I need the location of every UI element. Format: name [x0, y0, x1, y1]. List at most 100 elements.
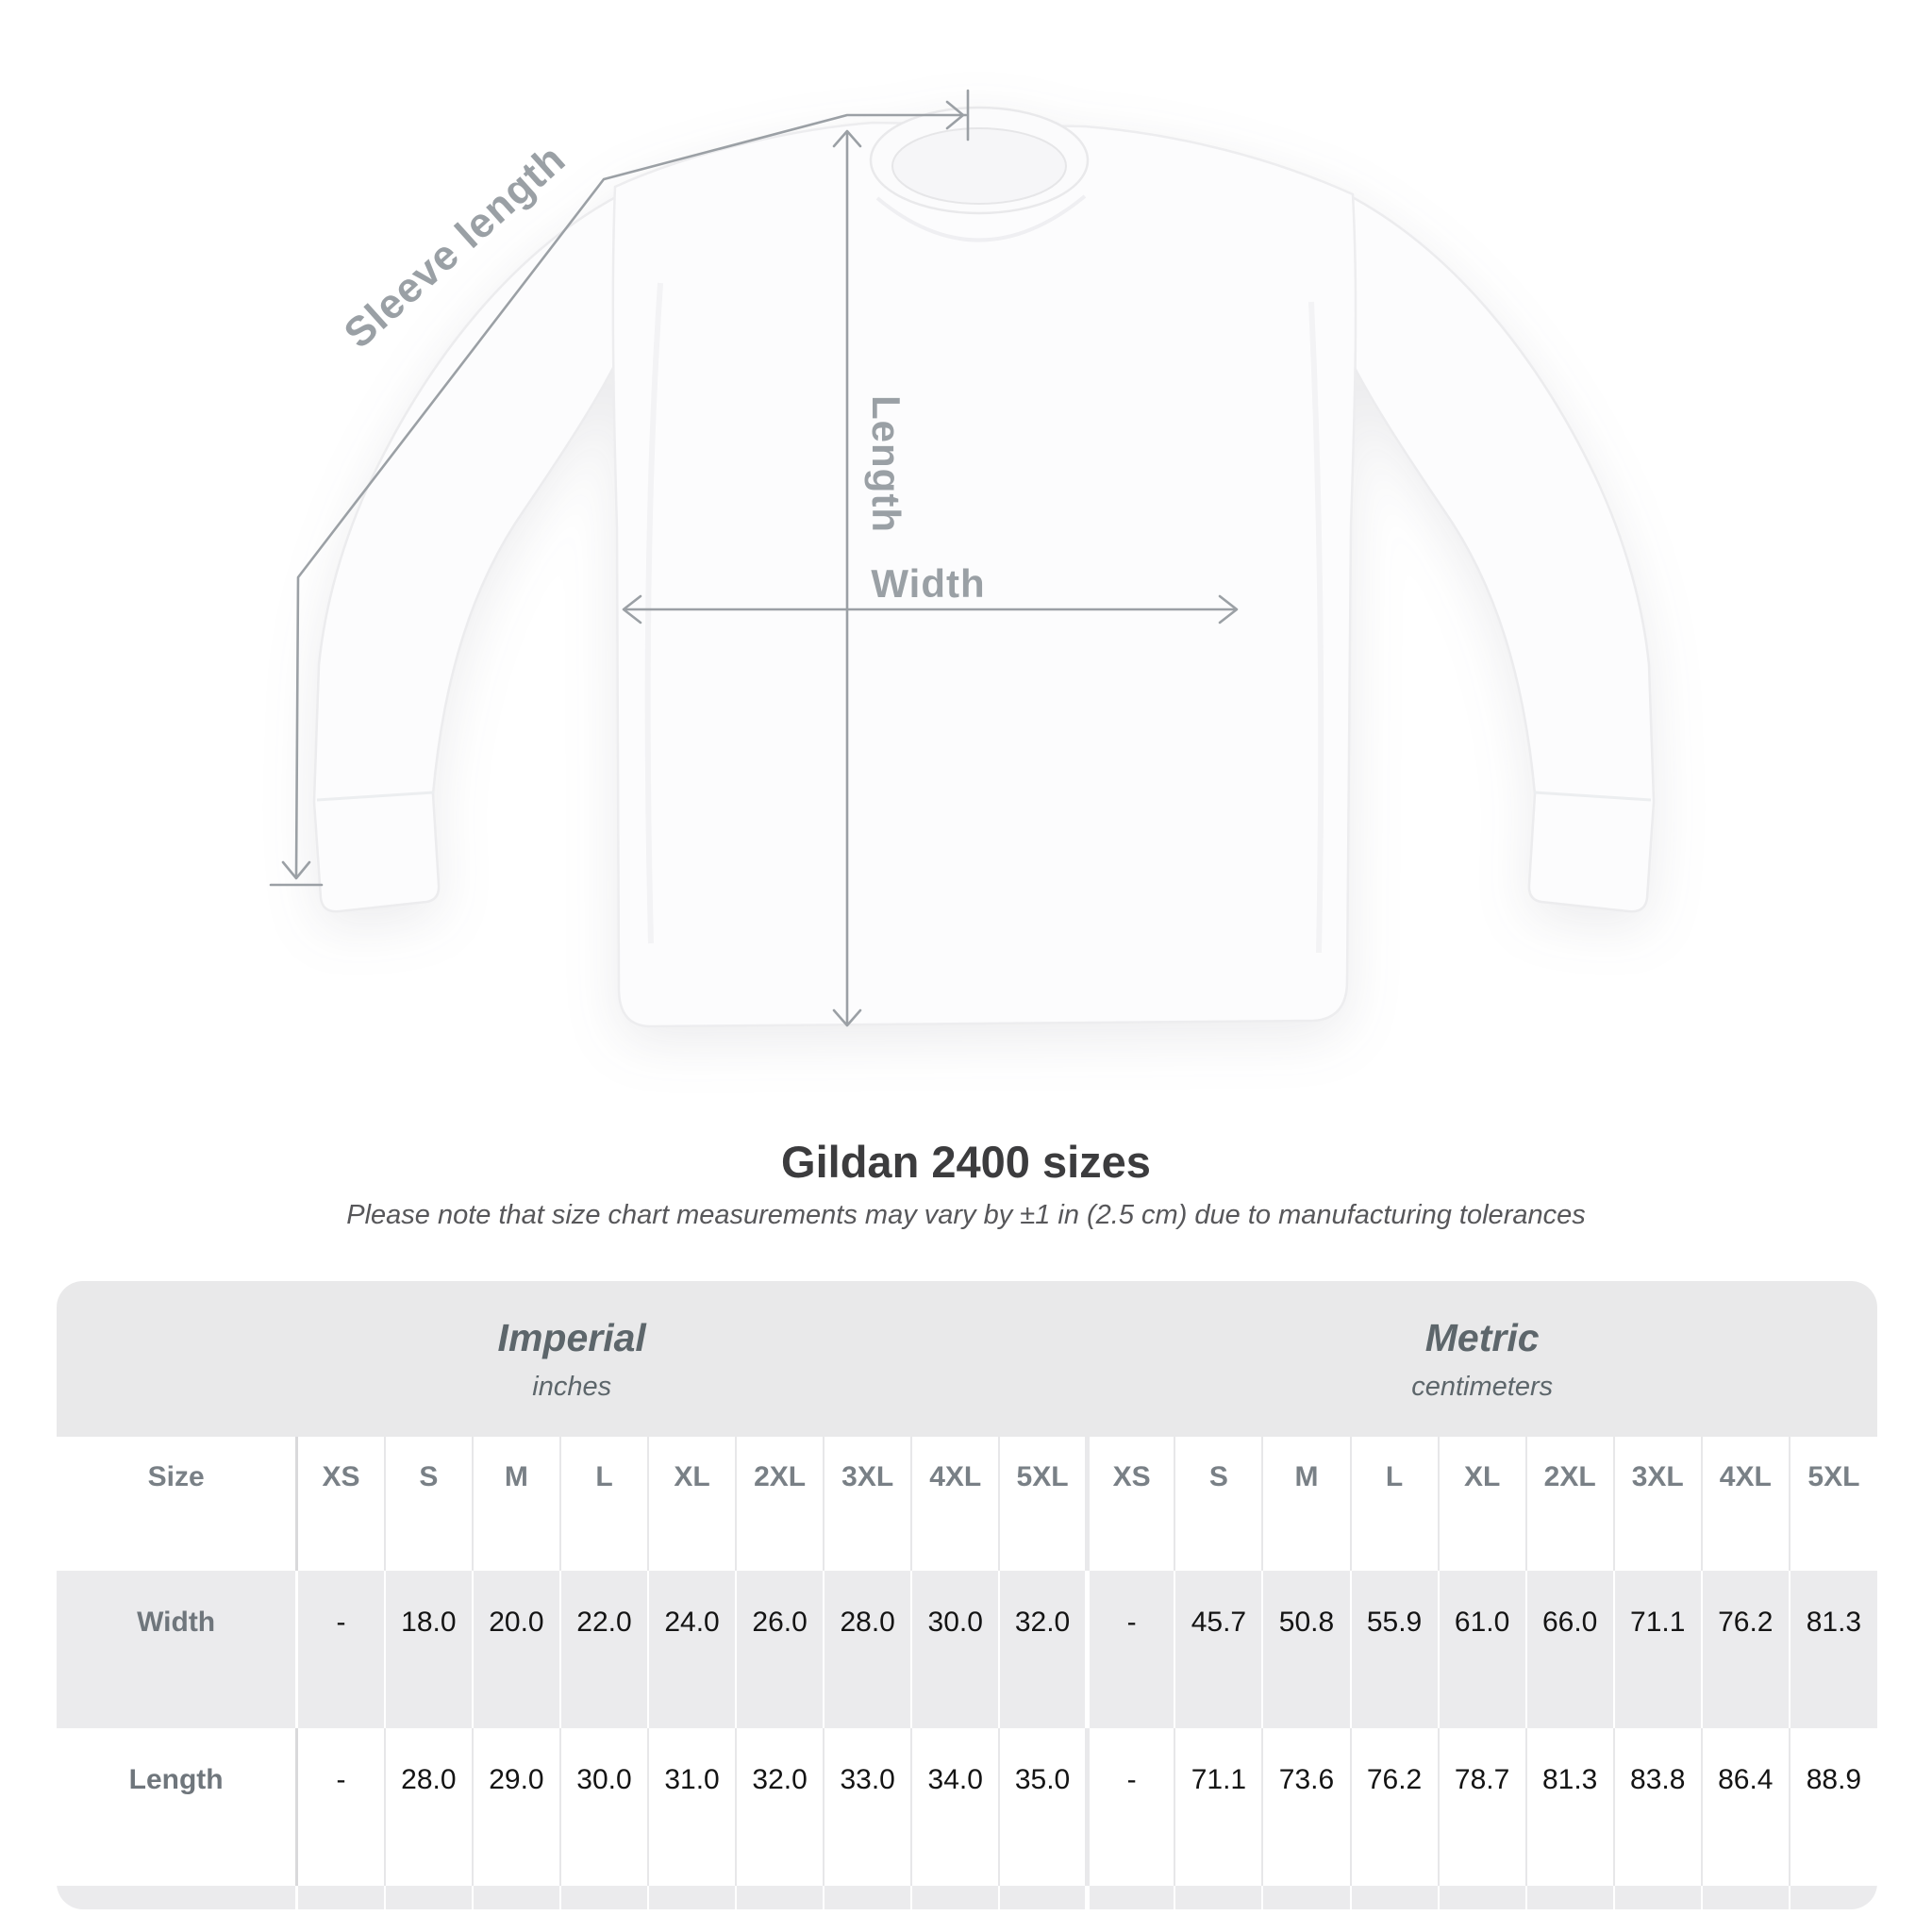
table-cell: 18.0: [383, 1571, 473, 1728]
table-cell: 32.0: [735, 1728, 824, 1886]
fold-line-left: [644, 282, 663, 944]
table-cell: 26.0: [735, 1571, 824, 1728]
size-header: 5XL: [998, 1437, 1088, 1571]
size-header: XL: [1437, 1437, 1526, 1571]
table-cell: 29.0: [471, 1728, 560, 1886]
table-cell: 26.5: [647, 1886, 737, 1909]
size-header: 2XL: [1524, 1437, 1614, 1571]
table-cell: 24.0: [647, 1571, 737, 1728]
size-header: 3XL: [823, 1437, 912, 1571]
size-header: 2XL: [735, 1437, 824, 1571]
collar-inner: [891, 127, 1067, 205]
left-cuff-seam: [316, 791, 435, 802]
long-sleeve-shirt-illustration: [312, 106, 1656, 1028]
table-cell: 73.6: [1261, 1728, 1351, 1886]
row-label-sleeve-length: Sleeve length: [57, 1886, 297, 1909]
table-cell: 22.0: [558, 1571, 649, 1728]
table-cell: 71.1: [1174, 1728, 1263, 1886]
fold-line-right: [1308, 301, 1324, 954]
unit-header-row: Imperial inches Metric centimeters: [57, 1281, 1877, 1437]
table-cell: 61.0: [1437, 1571, 1526, 1728]
width-row: Width - 18.0 20.0 22.0 24.0 26.0 28.0 30…: [57, 1571, 1877, 1728]
table-cell: 27.0: [735, 1886, 824, 1909]
table-cell: 64.8: [1261, 1886, 1351, 1909]
table-cell: 25.0: [383, 1886, 473, 1909]
size-header: L: [558, 1437, 649, 1571]
width-label: Width: [871, 561, 985, 606]
length-label: Length: [864, 395, 908, 533]
metric-label: Metric: [1424, 1315, 1540, 1359]
table-cell: 30.0: [558, 1728, 649, 1886]
table-cell: 72.5: [1788, 1886, 1877, 1909]
table-cell: 45.7: [1174, 1571, 1263, 1728]
table-cell: 31.0: [647, 1728, 737, 1886]
size-col-header: Size: [57, 1437, 297, 1571]
table-cell: 69.9: [1612, 1886, 1702, 1909]
imperial-label: Imperial: [497, 1315, 646, 1359]
size-header: M: [1261, 1437, 1351, 1571]
table-cell: 71.2: [1700, 1886, 1790, 1909]
unit-header-metric: Metric centimeters: [1087, 1281, 1877, 1437]
size-header: 4XL: [910, 1437, 1000, 1571]
shirt-diagram: Sleeve length Length Width: [269, 89, 1656, 1028]
tolerance-note: Please note that size chart measurements…: [346, 1200, 1586, 1230]
size-header: XL: [647, 1437, 737, 1571]
table-cell: 63.5: [1174, 1886, 1263, 1909]
table-cell: 68.6: [1524, 1886, 1614, 1909]
row-label-width: Width: [57, 1571, 297, 1728]
table-cell: 20.0: [471, 1571, 560, 1728]
table-cell: 30.0: [910, 1571, 1000, 1728]
size-header: 5XL: [1788, 1437, 1877, 1571]
row-label-length: Length: [57, 1728, 297, 1886]
page-title: Gildan 2400 sizes: [781, 1137, 1151, 1187]
size-header: XS: [295, 1437, 385, 1571]
sleeve-length-row: Sleeve length - 25.0 25.5 26.0 26.5 27.0…: [57, 1886, 1877, 1909]
unit-header-imperial: Imperial inches: [57, 1281, 1088, 1437]
right-sleeve: [1343, 191, 1656, 913]
table-cell: 71.1: [1612, 1571, 1702, 1728]
table-cell: 76.2: [1349, 1728, 1439, 1886]
table-cell: 50.8: [1261, 1571, 1351, 1728]
table-cell: -: [1084, 1571, 1175, 1728]
size-header: XS: [1084, 1437, 1175, 1571]
table-cell: 86.4: [1700, 1728, 1790, 1886]
table-cell: -: [1084, 1728, 1175, 1886]
width-arrow: [622, 594, 1239, 625]
table-cell: 28.5: [998, 1886, 1088, 1909]
table-cell: -: [1084, 1886, 1175, 1909]
table-cell: 88.9: [1788, 1728, 1877, 1886]
table-cell: 76.2: [1700, 1571, 1790, 1728]
table-cell: 81.3: [1788, 1571, 1877, 1728]
table-cell: 26.0: [558, 1886, 649, 1909]
size-header: 3XL: [1612, 1437, 1702, 1571]
table-cell: 28.0: [823, 1571, 912, 1728]
table-cell: 66.0: [1524, 1571, 1614, 1728]
collar-drape: [875, 194, 1087, 242]
length-row: Length - 28.0 29.0 30.0 31.0 32.0 33.0 3…: [57, 1728, 1877, 1886]
table-cell: 83.8: [1612, 1728, 1702, 1886]
inches-label: inches: [532, 1371, 612, 1402]
table-cell: 32.0: [998, 1571, 1088, 1728]
size-header: S: [383, 1437, 473, 1571]
size-header: S: [1174, 1437, 1263, 1571]
size-table-container: Imperial inches Metric centimeters Size …: [57, 1281, 1877, 1909]
size-header-row: Size XS S M L XL 2XL 3XL 4XL 5XL XS S M …: [57, 1437, 1877, 1571]
table-cell: 34.0: [910, 1728, 1000, 1886]
table-cell: 25.5: [471, 1886, 560, 1909]
table-cell: 35.0: [998, 1728, 1088, 1886]
size-table: Imperial inches Metric centimeters Size …: [57, 1281, 1877, 1909]
shirt-body: [611, 121, 1357, 1028]
table-cell: 33.0: [823, 1728, 912, 1886]
right-cuff-seam: [1533, 791, 1652, 802]
size-header: 4XL: [1700, 1437, 1790, 1571]
table-cell: 55.9: [1349, 1571, 1439, 1728]
table-cell: 81.3: [1524, 1728, 1614, 1886]
left-sleeve: [312, 191, 625, 913]
size-header: L: [1349, 1437, 1439, 1571]
table-cell: -: [295, 1728, 385, 1886]
centimeters-label: centimeters: [1411, 1371, 1554, 1402]
table-cell: 28.0: [383, 1728, 473, 1886]
size-header: M: [471, 1437, 560, 1571]
table-cell: 78.7: [1437, 1728, 1526, 1886]
table-cell: 28.0: [910, 1886, 1000, 1909]
